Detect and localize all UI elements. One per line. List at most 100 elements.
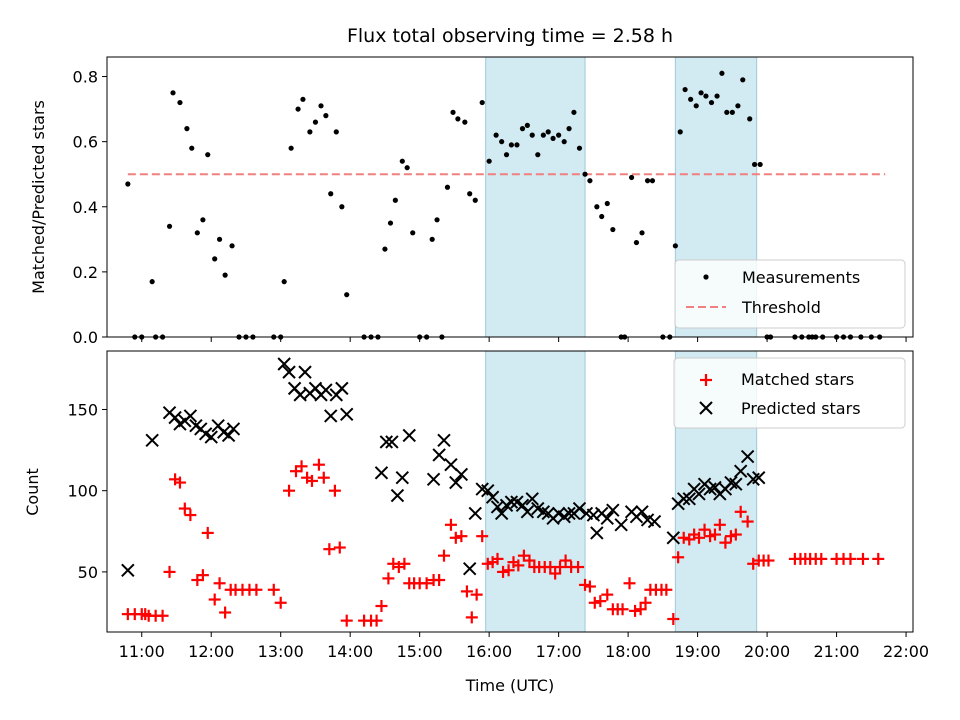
measurement-point-0 (125, 181, 131, 187)
matched-point-91 (660, 583, 673, 596)
matched-point-39 (375, 600, 388, 613)
predicted-point-23 (319, 383, 333, 397)
matched-point-57 (476, 530, 489, 543)
measurement-point-11 (194, 230, 200, 236)
matched-point-16 (213, 577, 226, 590)
matched-point-98 (698, 523, 711, 536)
matched-point-94 (677, 531, 690, 544)
top-ytick-label-1: 0.2 (73, 263, 98, 282)
predicted-point-48 (504, 495, 519, 509)
matched-point-66 (523, 554, 536, 567)
top-ytick-label-0: 0.0 (73, 328, 98, 347)
predicted-point-37 (444, 457, 458, 472)
measurement-point-40 (392, 197, 398, 203)
matched-point-31 (317, 471, 330, 484)
matched-point-53 (455, 530, 468, 543)
matched-point-14 (201, 526, 214, 539)
measurement-point-72 (571, 109, 577, 115)
bottom-y-axis: 50 100 150 (67, 400, 107, 582)
predicted-point-16 (282, 365, 296, 379)
bottom-xtick-label-7: 18:00 (605, 642, 651, 661)
measurement-point-79 (610, 226, 616, 233)
predicted-point-61 (572, 501, 587, 516)
matched-point-110 (762, 554, 775, 567)
predicted-point-36 (437, 433, 451, 448)
measurement-point-42 (404, 165, 410, 171)
matched-point-33 (328, 484, 341, 497)
bottom-x-axis: 11:00 12:00 13:00 14:00 15:00 16:00 17:00 18:00… (119, 632, 929, 661)
predicted-point-85 (724, 475, 738, 490)
predicted-point-87 (733, 464, 748, 478)
predicted-point-86 (729, 477, 743, 491)
predicted-point-76 (676, 492, 691, 506)
matched-point-64 (512, 559, 525, 572)
measurement-point-71 (566, 126, 572, 132)
measurement-point-25 (295, 106, 301, 112)
matched-point-23 (267, 583, 280, 596)
matched-point-83 (616, 603, 629, 616)
measurement-point-49 (444, 184, 451, 190)
measurement-point-47 (434, 217, 440, 223)
legend-label-measurements: Measurements (742, 268, 860, 287)
predicted-point-64 (590, 526, 604, 540)
measurement-point-24 (288, 145, 294, 151)
predicted-point-59 (562, 506, 576, 521)
measurement-point-94 (698, 90, 704, 96)
matched-point-34 (333, 541, 346, 554)
measurement-point-58 (499, 139, 505, 145)
measurement-point-56 (486, 158, 492, 164)
measurement-point-67 (545, 129, 551, 135)
measurement-point-75 (587, 178, 593, 184)
predicted-point-71 (635, 505, 649, 519)
predicted-point-40 (462, 561, 477, 576)
measurement-point-82 (628, 174, 635, 181)
matched-point-105 (734, 505, 747, 518)
measurement-point-50 (450, 109, 456, 115)
measurement-point-101 (735, 103, 741, 109)
matched-point-6 (156, 609, 169, 622)
matched-point-43 (398, 557, 411, 570)
matched-point-62 (502, 564, 515, 577)
measurement-point-89 (672, 243, 678, 249)
predicted-point-79 (692, 487, 706, 501)
matched-point-51 (444, 518, 457, 531)
matched-point-71 (549, 567, 562, 580)
matched-point-86 (634, 603, 647, 616)
bottom-ytick-label-2: 150 (67, 400, 98, 419)
measurement-point-78 (604, 200, 610, 207)
measurement-point-9 (184, 126, 190, 132)
measurement-point-84 (639, 230, 645, 236)
measurement-point-93 (693, 103, 699, 109)
measurement-point-65 (535, 152, 541, 158)
predicted-point-35 (432, 448, 446, 462)
measurement-point-55 (479, 99, 485, 106)
measurement-point-54 (472, 197, 478, 203)
measurement-point-52 (462, 119, 468, 125)
bottom-y-axis-label: Count (23, 468, 42, 516)
x-axis-label: Time (UTC) (465, 676, 554, 695)
measurement-point-51 (455, 116, 461, 122)
matched-point-30 (312, 458, 325, 471)
predicted-point-74 (666, 531, 680, 545)
measurement-point-33 (339, 204, 345, 210)
predicted-point-66 (600, 511, 614, 526)
measurement-point-53 (467, 191, 473, 197)
predicted-point-43 (481, 483, 495, 498)
matched-point-40 (382, 572, 395, 585)
predicted-point-1 (145, 433, 159, 448)
measurement-point-62 (519, 126, 526, 132)
measurement-point-100 (729, 109, 735, 115)
measurement-point-63 (524, 122, 530, 128)
matched-point-25 (283, 484, 296, 497)
matched-point-87 (639, 596, 652, 609)
bottom-xtick-label-8: 19:00 (675, 642, 721, 661)
legend-label-matched: Matched stars (741, 370, 854, 389)
measurement-point-86 (649, 178, 656, 184)
measurement-point-104 (751, 161, 758, 168)
matched-point-38 (370, 614, 383, 627)
measurement-point-38 (382, 246, 388, 252)
matched-point-32 (323, 543, 336, 556)
top-ytick-label-4: 0.8 (73, 68, 98, 87)
measurements-series (125, 70, 883, 340)
measurement-point-68 (550, 135, 556, 141)
